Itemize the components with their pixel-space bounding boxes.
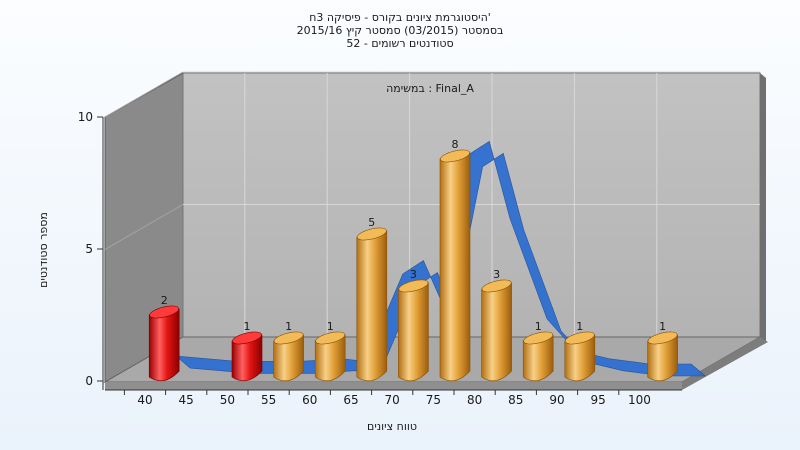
x-tick-label: 90 xyxy=(549,393,564,407)
x-tick-label: 70 xyxy=(385,393,400,407)
bar-value-label: 1 xyxy=(244,320,251,333)
x-tick-label: 75 xyxy=(426,393,441,407)
y-tick-label: 0 xyxy=(85,374,93,388)
bar-5: 3 xyxy=(398,268,429,382)
bar-10: 1 xyxy=(647,320,678,382)
y-axis-ticks: 0 5 10 xyxy=(78,110,103,388)
bar-9: 1 xyxy=(564,320,596,382)
trend-curve xyxy=(175,140,707,377)
task-label: במשימה : Final_A xyxy=(386,82,474,95)
x-tick-label: 40 xyxy=(137,393,152,407)
gridline-wall xyxy=(104,71,184,118)
right-edge xyxy=(760,73,766,342)
x-tick-label: 80 xyxy=(467,393,482,407)
chart-title-line-2: בסמסטר (03/2015) סמסטר קיץ 2015/16 xyxy=(297,24,504,37)
x-axis-label: טווח ציונים xyxy=(367,420,417,433)
x-tick-label: 50 xyxy=(220,393,235,407)
x-axis-ticks: 40 45 50 55 60 65 70 75 80 85 90 95 100 xyxy=(123,390,651,407)
bar-value-label: 1 xyxy=(659,320,666,333)
bar-value-label: 1 xyxy=(576,320,583,333)
x-tick-label: 85 xyxy=(508,393,523,407)
floor-side-edge xyxy=(682,337,768,390)
chart-title-line-3: 52 - סטודנטים רשומים xyxy=(346,37,453,50)
floor-front-edge xyxy=(105,382,682,390)
x-tick-label: 100 xyxy=(628,393,651,407)
y-tick-label: 5 xyxy=(85,242,93,256)
bar-2: 1 xyxy=(273,320,304,382)
y-axis-label: מספר סטודנטים xyxy=(37,212,50,288)
bar-value-label: 2 xyxy=(161,294,168,307)
bars-group: 2 1 1 1 5 3 8 3 1 1 1 xyxy=(148,138,678,382)
x-tick-label: 45 xyxy=(179,393,194,407)
bar-3: 1 xyxy=(314,320,346,382)
bar-6: 8 xyxy=(439,138,471,382)
gridline-wall xyxy=(104,204,184,250)
bar-value-label: 8 xyxy=(452,138,459,151)
bar-value-label: 1 xyxy=(535,320,542,333)
bar-1: 1 xyxy=(231,320,263,382)
chart-title-line-1: היסטוגרמת ציונים בקורס - פיסיקה 3ח' xyxy=(309,11,491,24)
x-tick-label: 60 xyxy=(302,393,317,407)
bar-value-label: 1 xyxy=(285,320,292,333)
bar-value-label: 3 xyxy=(493,268,500,281)
bar-4: 5 xyxy=(356,216,388,382)
bar-value-label: 5 xyxy=(368,216,375,229)
bar-8: 1 xyxy=(522,320,554,382)
x-tick-label: 95 xyxy=(591,393,606,407)
bar-7: 3 xyxy=(481,268,512,382)
x-tick-label: 65 xyxy=(343,393,358,407)
trend-ribbon xyxy=(175,140,707,377)
bar-value-label: 1 xyxy=(327,320,334,333)
x-tick-label: 55 xyxy=(261,393,276,407)
bar-value-label: 3 xyxy=(410,268,417,281)
y-tick-label: 10 xyxy=(78,110,93,124)
bar-0: 2 xyxy=(148,294,180,382)
